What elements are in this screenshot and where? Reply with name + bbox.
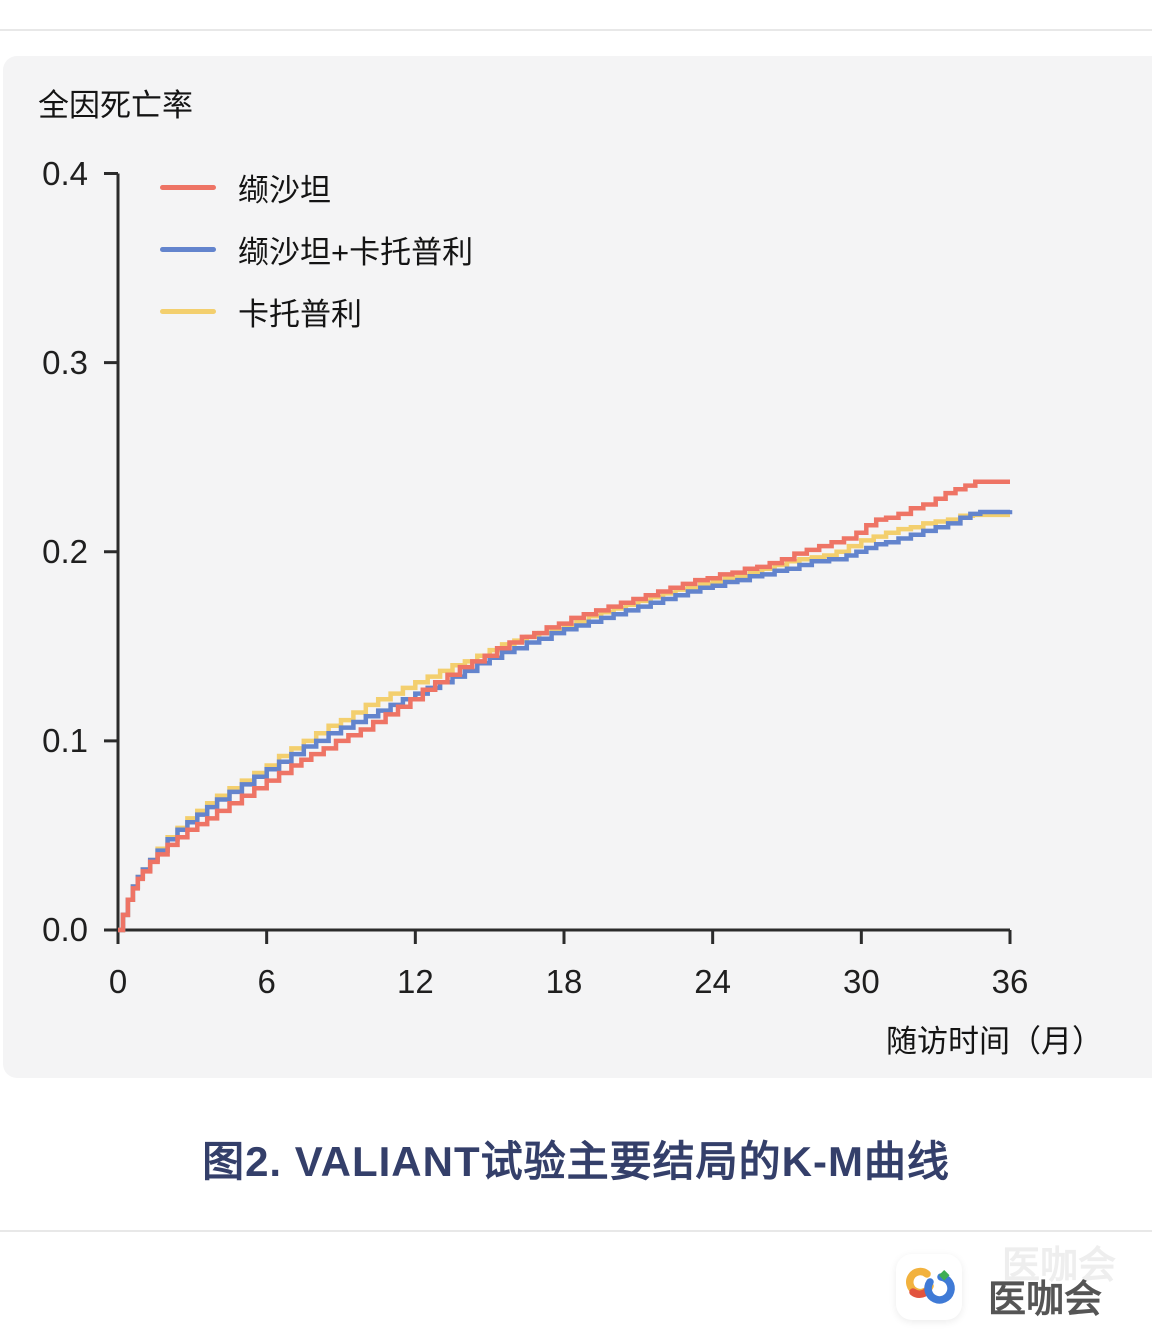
x-tick-label: 24 [694,963,732,1000]
x-tick-label: 30 [842,963,880,1000]
legend-swatch-line [160,246,216,252]
chart-panel [3,56,1152,1078]
x-axis-title: 随访时间（月） [886,1024,1103,1059]
legend-swatch-line [160,184,216,190]
bottom-divider [0,1230,1152,1232]
y-tick-label: 0.2 [42,532,88,570]
x-tick-label: 12 [396,963,434,1000]
y-tick-label: 0.4 [42,154,88,192]
km-step-line [118,512,1010,933]
chart-title: 全因死亡率 [38,88,193,123]
figure-caption: 图2. VALIANT试验主要结局的K-M曲线 [202,1138,950,1185]
x-tick-label: 36 [991,963,1029,1000]
y-tick-label: 0.0 [42,911,88,948]
km-step-line [118,509,1013,933]
legend-item: 卡托普利 [160,280,473,342]
x-tick-label: 0 [108,963,128,1000]
legend-label: 卡托普利 [238,296,362,332]
legend-label: 缬沙坦 [238,172,331,208]
km-step-line [118,479,1010,933]
legend-item: 缬沙坦+卡托普利 [160,218,473,280]
x-tick-label: 18 [545,963,583,1000]
y-tick-label: 0.3 [42,343,88,381]
x-tick-label: 6 [257,963,276,1000]
legend-item: 缬沙坦 [160,156,473,218]
legend: 缬沙坦缬沙坦+卡托普利 卡托普利 [160,156,473,342]
top-divider [0,29,1152,31]
y-tick-label: 0.1 [42,721,88,759]
legend-swatch-line [160,308,216,314]
legend-label: 缬沙坦+卡托普利 [238,234,474,270]
